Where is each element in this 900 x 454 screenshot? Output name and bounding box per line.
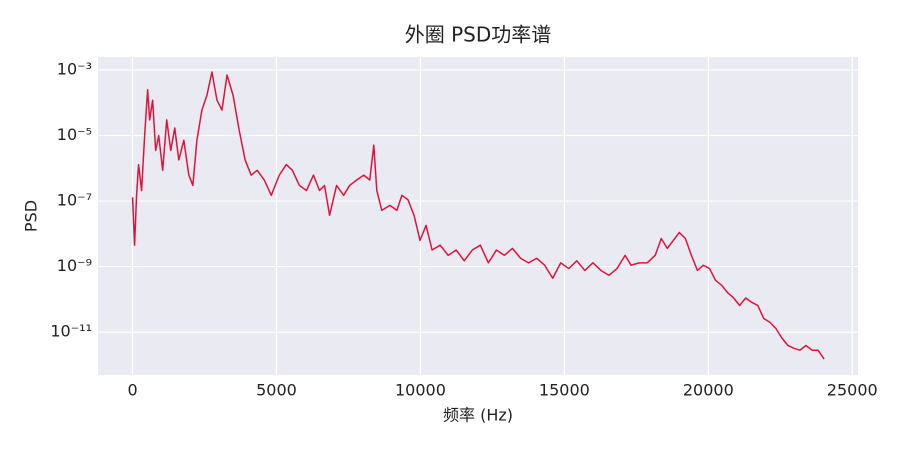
y-axis-label: PSD — [22, 200, 41, 232]
y-tick-label: 10⁻³ — [57, 60, 92, 79]
chart-title: 外圈 PSD功率谱 — [405, 23, 552, 47]
y-tick-label: 10⁻⁷ — [57, 191, 92, 210]
psd-line — [131, 71, 825, 360]
x-tick-label: 15000 — [539, 381, 590, 400]
x-axis-label: 频率 (Hz) — [443, 406, 513, 425]
x-tick-label: 0 — [127, 381, 137, 400]
x-tick-label: 10000 — [395, 381, 446, 400]
plot-area — [98, 57, 858, 375]
x-tick-label: 20000 — [683, 381, 734, 400]
x-tick-label: 5000 — [256, 381, 297, 400]
y-tick-label: 10⁻⁵ — [57, 125, 92, 144]
y-tick-label: 10⁻¹¹ — [50, 322, 92, 341]
x-tick-label: 25000 — [827, 381, 878, 400]
y-tick-label: 10⁻⁹ — [57, 256, 92, 275]
